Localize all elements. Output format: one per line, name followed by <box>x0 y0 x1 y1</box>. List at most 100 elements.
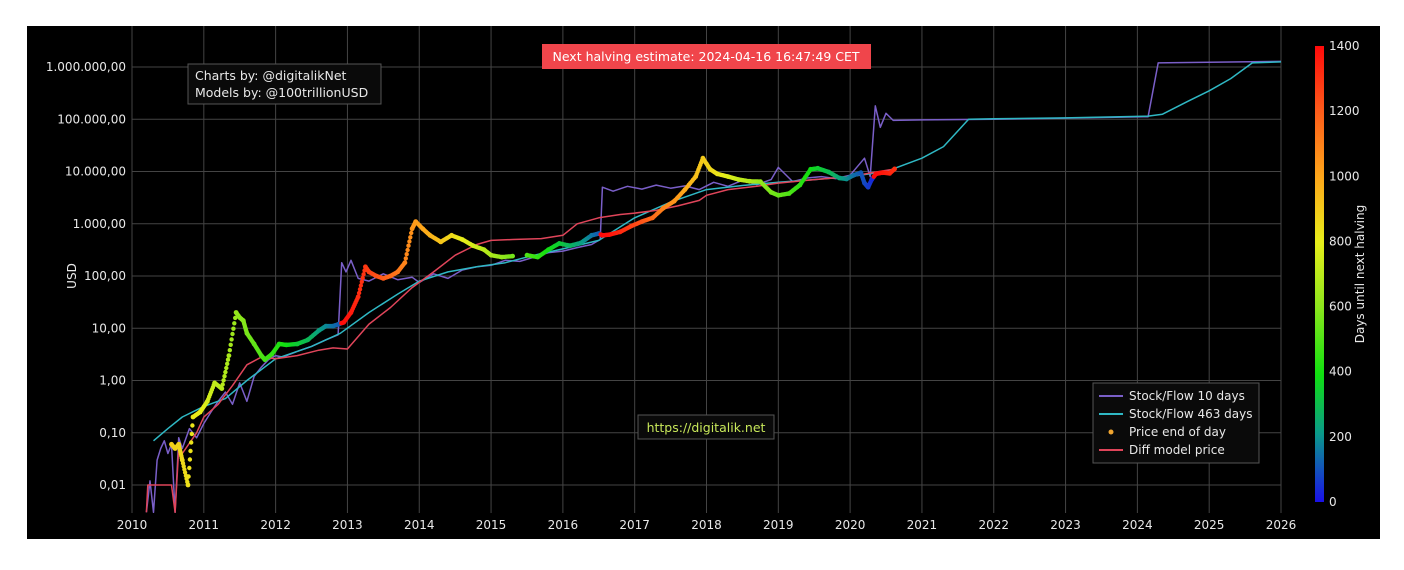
legend-label-diff: Diff model price <box>1129 443 1225 457</box>
price-dot <box>187 457 193 462</box>
price-dot <box>408 235 413 240</box>
x-tick-label: 2014 <box>404 518 435 532</box>
colorbar-tick-label: 1400 <box>1329 39 1360 53</box>
y-tick-label: 0,10 <box>99 426 126 440</box>
legend-label-sf463: Stock/Flow 463 days <box>1129 407 1253 421</box>
colorbar-tick-label: 400 <box>1329 365 1352 379</box>
price-dot <box>190 423 195 428</box>
price-dot <box>185 482 191 488</box>
price-dot <box>357 287 363 292</box>
y-axis-ticks: 0,01 0,10 1,00 10,00 100,00 1.000,00 10.000,00… <box>46 60 126 492</box>
colorbar-title: Days until next halving <box>1353 205 1367 344</box>
halving-banner-text: Next halving estimate: 2024-04-16 16:47:… <box>552 49 859 64</box>
x-tick-label: 2022 <box>978 518 1009 532</box>
price-dot <box>186 474 191 479</box>
watermark-url: https://digitalik.net <box>647 420 766 435</box>
price-dot <box>402 260 408 266</box>
x-tick-label: 2021 <box>907 518 938 532</box>
credits-charts-by: Charts by: @digitalikNet <box>195 68 347 83</box>
x-tick-label: 2012 <box>260 518 291 532</box>
x-tick-label: 2020 <box>835 518 866 532</box>
y-tick-label: 10.000,00 <box>65 165 126 179</box>
price-dot <box>187 465 192 471</box>
price-dot <box>222 374 227 379</box>
price-dot <box>405 247 410 253</box>
price-dot <box>407 239 412 244</box>
x-axis-ticks: 2010 2011 2012 2013 2014 2015 2016 2017 2018 2019… <box>117 518 1297 532</box>
legend-label-sf10: Stock/Flow 10 days <box>1129 389 1245 403</box>
price-dot <box>225 357 231 362</box>
price-dot <box>223 369 228 375</box>
x-tick-label: 2025 <box>1194 518 1225 532</box>
price-dot <box>228 342 233 347</box>
price-dot <box>231 326 236 331</box>
price-dot <box>225 361 230 366</box>
colorbar-tick-label: 1200 <box>1329 104 1360 118</box>
price-dot <box>229 337 234 342</box>
x-tick-label: 2018 <box>691 518 722 532</box>
y-tick-label: 1,00 <box>99 374 126 388</box>
legend-label-price: Price end of day <box>1129 425 1226 439</box>
colorbar-tick-label: 200 <box>1329 430 1352 444</box>
price-dot <box>403 256 408 261</box>
price-dot <box>355 294 361 300</box>
price-dot <box>230 331 235 337</box>
price-dot <box>510 253 515 259</box>
colorbar-ticks: 0 200 400 600 800 1000 1200 1400 <box>1329 39 1360 509</box>
colorbar-tick-label: 0 <box>1329 495 1337 509</box>
halving-banner: Next halving estimate: 2024-04-16 16:47:… <box>542 44 871 69</box>
price-dot <box>189 440 194 445</box>
price-dot <box>221 378 226 383</box>
x-tick-label: 2023 <box>1050 518 1081 532</box>
x-tick-label: 2019 <box>763 518 794 532</box>
watermark-box: https://digitalik.net <box>637 414 775 440</box>
price-dot <box>409 230 414 236</box>
price-dot <box>359 279 364 284</box>
x-tick-label: 2013 <box>332 518 363 532</box>
price-dot <box>188 448 193 454</box>
price-dot <box>892 166 897 172</box>
price-dot <box>404 252 409 257</box>
x-tick-label: 2015 <box>476 518 507 532</box>
legend-swatch-price <box>1108 429 1114 435</box>
colorbar: 0 200 400 600 800 1000 1200 1400 Days until nex… <box>1315 39 1367 509</box>
price-dot <box>360 275 365 281</box>
price-dot <box>361 272 366 277</box>
x-tick-label: 2010 <box>117 518 148 532</box>
credits-models-by: Models by: @100trillionUSD <box>195 85 368 100</box>
price-dot <box>406 243 411 248</box>
price-dot <box>232 321 237 326</box>
colorbar-gradient <box>1315 46 1324 502</box>
x-tick-label: 2024 <box>1122 518 1153 532</box>
y-tick-label: 0,01 <box>99 478 126 492</box>
chart-frame: 2010 2011 2012 2013 2014 2015 2016 2017 2018 2019… <box>27 26 1380 539</box>
colorbar-tick-label: 600 <box>1329 300 1352 314</box>
price-dot <box>219 386 225 391</box>
price-dot <box>226 353 232 358</box>
chart-svg: 2010 2011 2012 2013 2014 2015 2016 2017 2018 2019… <box>46 26 1367 532</box>
grid-layer <box>131 26 1282 513</box>
y-tick-label: 1.000.000,00 <box>46 60 126 74</box>
y-tick-label: 100,00 <box>84 269 126 283</box>
colorbar-tick-label: 1000 <box>1329 169 1360 183</box>
price-dot <box>189 431 194 437</box>
y-axis-title: USD <box>65 263 79 289</box>
credits-box: Charts by: @digitalikNet Models by: @100… <box>187 63 382 105</box>
series-line-sf463 <box>153 61 1282 442</box>
y-tick-label: 10,00 <box>92 321 126 335</box>
price-dots-layer <box>169 155 897 488</box>
colorbar-tick-label: 800 <box>1329 234 1352 248</box>
x-tick-label: 2016 <box>548 518 579 532</box>
price-dot <box>224 365 229 371</box>
price-dot <box>227 348 232 353</box>
x-tick-label: 2011 <box>189 518 220 532</box>
price-dot <box>356 290 362 296</box>
x-tick-label: 2026 <box>1266 518 1297 532</box>
price-dot <box>358 283 364 288</box>
y-tick-label: 100.000,00 <box>57 112 126 126</box>
series-line-diff-model <box>145 168 894 513</box>
x-tick-label: 2017 <box>619 518 650 532</box>
y-tick-label: 1.000,00 <box>73 217 126 231</box>
legend: Stock/Flow 10 days Stock/Flow 463 days P… <box>1092 382 1260 464</box>
price-dot <box>220 382 225 387</box>
